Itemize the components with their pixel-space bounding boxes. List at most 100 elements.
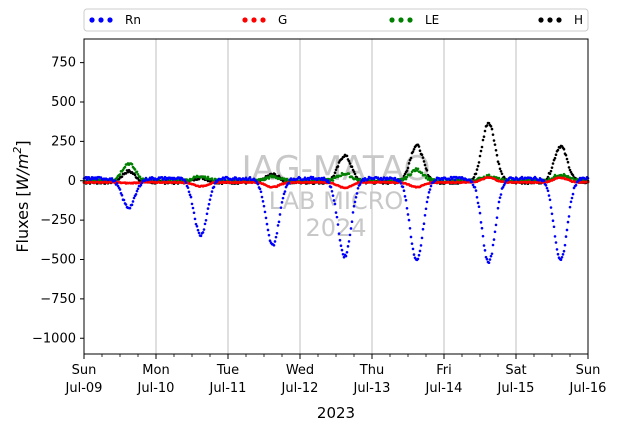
y-tick-label: −750: [40, 292, 76, 307]
data-point: [358, 183, 362, 186]
data-point: [492, 238, 496, 241]
data-point: [274, 235, 278, 239]
data-point: [410, 242, 414, 245]
data-point: [131, 200, 135, 203]
data-point: [353, 200, 357, 204]
data-point: [420, 153, 424, 156]
data-point: [267, 233, 271, 237]
data-point: [356, 186, 360, 190]
data-point: [275, 231, 279, 235]
y-axis-label: Fluxes [W/m2]: [11, 140, 32, 252]
legend-marker: [407, 17, 413, 23]
legend-marker: [547, 17, 553, 23]
data-point: [339, 244, 343, 247]
data-point: [183, 179, 187, 182]
data-point: [425, 200, 429, 204]
data-point: [545, 186, 549, 190]
data-point: [133, 173, 137, 177]
data-point: [475, 168, 479, 171]
data-point: [554, 241, 558, 244]
x-tick-label-date: Jul-13: [353, 381, 391, 396]
data-point: [187, 190, 191, 194]
data-point: [261, 200, 265, 203]
data-point: [268, 239, 272, 243]
data-point: [425, 175, 429, 178]
data-point: [193, 217, 197, 221]
legend-marker: [556, 17, 562, 23]
watermark-line: 2024: [305, 214, 366, 242]
data-point: [428, 188, 432, 191]
y-tick-label: 0: [68, 174, 76, 189]
data-point: [489, 254, 493, 258]
data-point: [120, 193, 124, 197]
data-point: [149, 177, 153, 181]
data-point: [354, 195, 358, 199]
data-point: [337, 161, 341, 164]
data-point: [194, 222, 198, 226]
data-point: [406, 166, 410, 170]
data-point: [407, 162, 411, 165]
data-point: [256, 182, 260, 186]
data-point: [403, 195, 407, 198]
data-point: [564, 235, 568, 238]
data-point: [429, 184, 433, 188]
data-point: [493, 230, 497, 234]
data-point: [348, 233, 352, 237]
data-point: [327, 181, 331, 184]
data-point: [340, 248, 344, 252]
data-point: [413, 169, 417, 173]
data-point: [411, 150, 415, 153]
data-point: [135, 189, 139, 193]
data-point: [143, 179, 147, 182]
data-point: [276, 224, 280, 227]
data-point: [278, 213, 282, 216]
data-point: [201, 231, 205, 234]
data-point: [423, 163, 427, 167]
data-point: [352, 204, 356, 208]
data-point: [561, 253, 565, 256]
legend-box: [83, 8, 589, 32]
data-point: [500, 172, 504, 176]
data-point: [550, 212, 554, 216]
data-point: [113, 179, 117, 182]
data-point: [565, 157, 569, 161]
data-point: [473, 186, 477, 189]
data-point: [564, 153, 568, 157]
data-point: [422, 222, 426, 225]
data-point: [283, 190, 287, 193]
data-point: [405, 175, 409, 179]
data-point: [264, 216, 268, 220]
x-tick-label-day: Wed: [286, 363, 314, 378]
legend-marker: [251, 17, 257, 23]
data-point: [417, 253, 421, 257]
x-tick-label-day: Sat: [505, 363, 526, 378]
data-point: [309, 175, 313, 179]
data-point: [281, 196, 285, 200]
data-point: [331, 179, 335, 182]
data-point: [570, 196, 574, 200]
data-point: [282, 192, 286, 196]
legend-entry-rn: Rn: [89, 13, 141, 27]
data-point: [497, 176, 501, 180]
y-tick-label: 500: [51, 95, 76, 110]
data-point: [341, 252, 345, 256]
data-point: [556, 148, 560, 152]
data-point: [277, 220, 281, 224]
data-point: [503, 182, 507, 185]
data-point: [412, 253, 416, 256]
data-point: [350, 165, 354, 169]
data-point: [209, 194, 213, 197]
data-point: [195, 224, 199, 228]
data-point: [419, 244, 423, 247]
data-point: [574, 183, 578, 187]
data-point: [188, 193, 192, 197]
x-tick-label-date: Jul-12: [281, 381, 319, 396]
data-point: [448, 178, 452, 182]
x-tick-label-date: Jul-09: [65, 381, 103, 396]
data-point: [262, 178, 266, 182]
data-point: [496, 206, 500, 210]
data-point: [488, 258, 492, 261]
legend-marker: [538, 17, 544, 23]
